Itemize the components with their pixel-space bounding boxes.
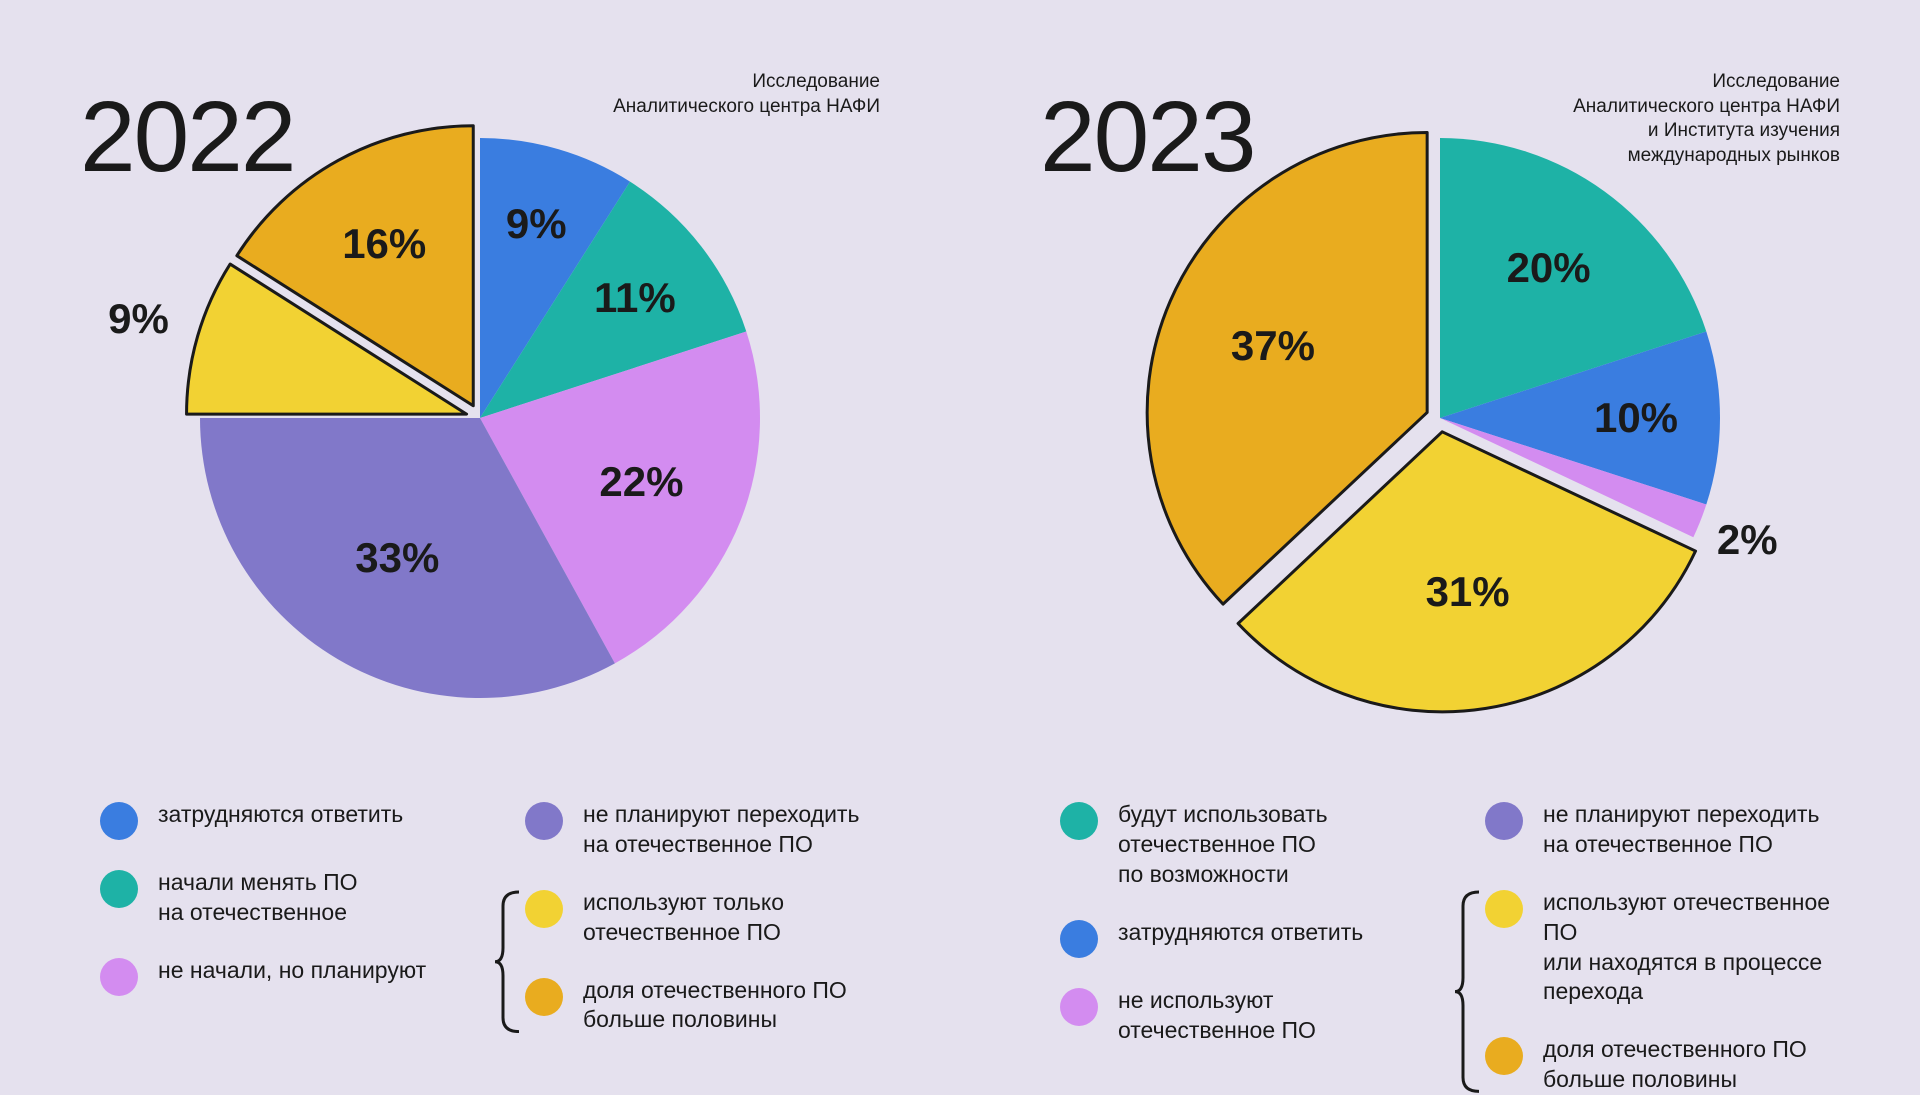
pie-chart-2023: 20%10%2%31%37% (1142, 120, 1738, 716)
panel-2022: 2022 ИсследованиеАналитического центра Н… (0, 0, 960, 1080)
legend-item: затрудняются ответить (100, 800, 455, 840)
pie-slice-label: 11% (594, 274, 676, 322)
legend-label: не планируют переходитьна отечественное … (583, 800, 859, 860)
legend-label: не используютотечественное ПО (1118, 986, 1316, 1046)
legend-item: доля отечественного ПОбольше половины (1485, 1035, 1840, 1095)
legend-item: не планируют переходитьна отечественное … (525, 800, 880, 860)
pie-slice-label: 9% (108, 295, 169, 343)
legend-label: не планируют переходитьна отечественное … (1543, 800, 1819, 860)
pie-slice-label: 31% (1426, 568, 1510, 616)
legend-label: используют толькоотечественное ПО (583, 888, 784, 948)
legend-item: не используютотечественное ПО (1060, 986, 1415, 1046)
legend-2023: будут использоватьотечественное ПОпо воз… (1060, 800, 1840, 1095)
legend-item: затрудняются ответить (1060, 918, 1415, 958)
legend-label: будут использоватьотечественное ПОпо воз… (1118, 800, 1328, 890)
legend-item: не начали, но планируют (100, 956, 455, 996)
legend-swatch (1060, 988, 1098, 1026)
legend-label: доля отечественного ПОбольше половины (1543, 1035, 1807, 1095)
bracket-icon (1453, 890, 1483, 1093)
pie-slice-label: 9% (506, 200, 567, 248)
pie-slice-label: 37% (1231, 322, 1315, 370)
pie-chart-2022: 9%11%22%33%9%16% (182, 120, 778, 716)
legend-swatch (100, 870, 138, 908)
legend-label: доля отечественного ПОбольше половины (583, 976, 847, 1036)
pie-slice-label: 2% (1717, 516, 1778, 564)
legend-item: будут использоватьотечественное ПОпо воз… (1060, 800, 1415, 890)
panel-2023: 2023 ИсследованиеАналитического центра Н… (960, 0, 1920, 1080)
legend-swatch (525, 802, 563, 840)
legend-swatch (525, 978, 563, 1016)
legend-item: не планируют переходитьна отечественное … (1485, 800, 1840, 860)
bracket-icon (493, 890, 523, 1034)
legend-label: начали менять ПОна отечественное (158, 868, 358, 928)
pie-slice-label: 10% (1594, 394, 1678, 442)
legend-label: затрудняются ответить (1118, 918, 1363, 948)
legend-swatch (1485, 1037, 1523, 1075)
legend-label: не начали, но планируют (158, 956, 426, 986)
legend-item: используют толькоотечественное ПО (525, 888, 880, 948)
legend-swatch (1485, 802, 1523, 840)
legend-label: затрудняются ответить (158, 800, 403, 830)
legend-label: используют отечественное ПОили находятся… (1543, 888, 1840, 1008)
pie-slice-label: 16% (342, 220, 426, 268)
legend-2022: затрудняются ответить начали менять ПОна … (100, 800, 880, 1035)
legend-item: используют отечественное ПОили находятся… (1485, 888, 1840, 1008)
legend-item: начали менять ПОна отечественное (100, 868, 455, 928)
legend-swatch (525, 890, 563, 928)
source-text: ИсследованиеАналитического центра НАФИ (613, 70, 880, 119)
pie-slice-label: 33% (355, 534, 439, 582)
legend-item: доля отечественного ПОбольше половины (525, 976, 880, 1036)
legend-swatch (1485, 890, 1523, 928)
legend-swatch (1060, 802, 1098, 840)
legend-swatch (100, 802, 138, 840)
pie-slice-label: 20% (1507, 244, 1591, 292)
pie-slice-label: 22% (599, 458, 683, 506)
legend-swatch (100, 958, 138, 996)
legend-swatch (1060, 920, 1098, 958)
